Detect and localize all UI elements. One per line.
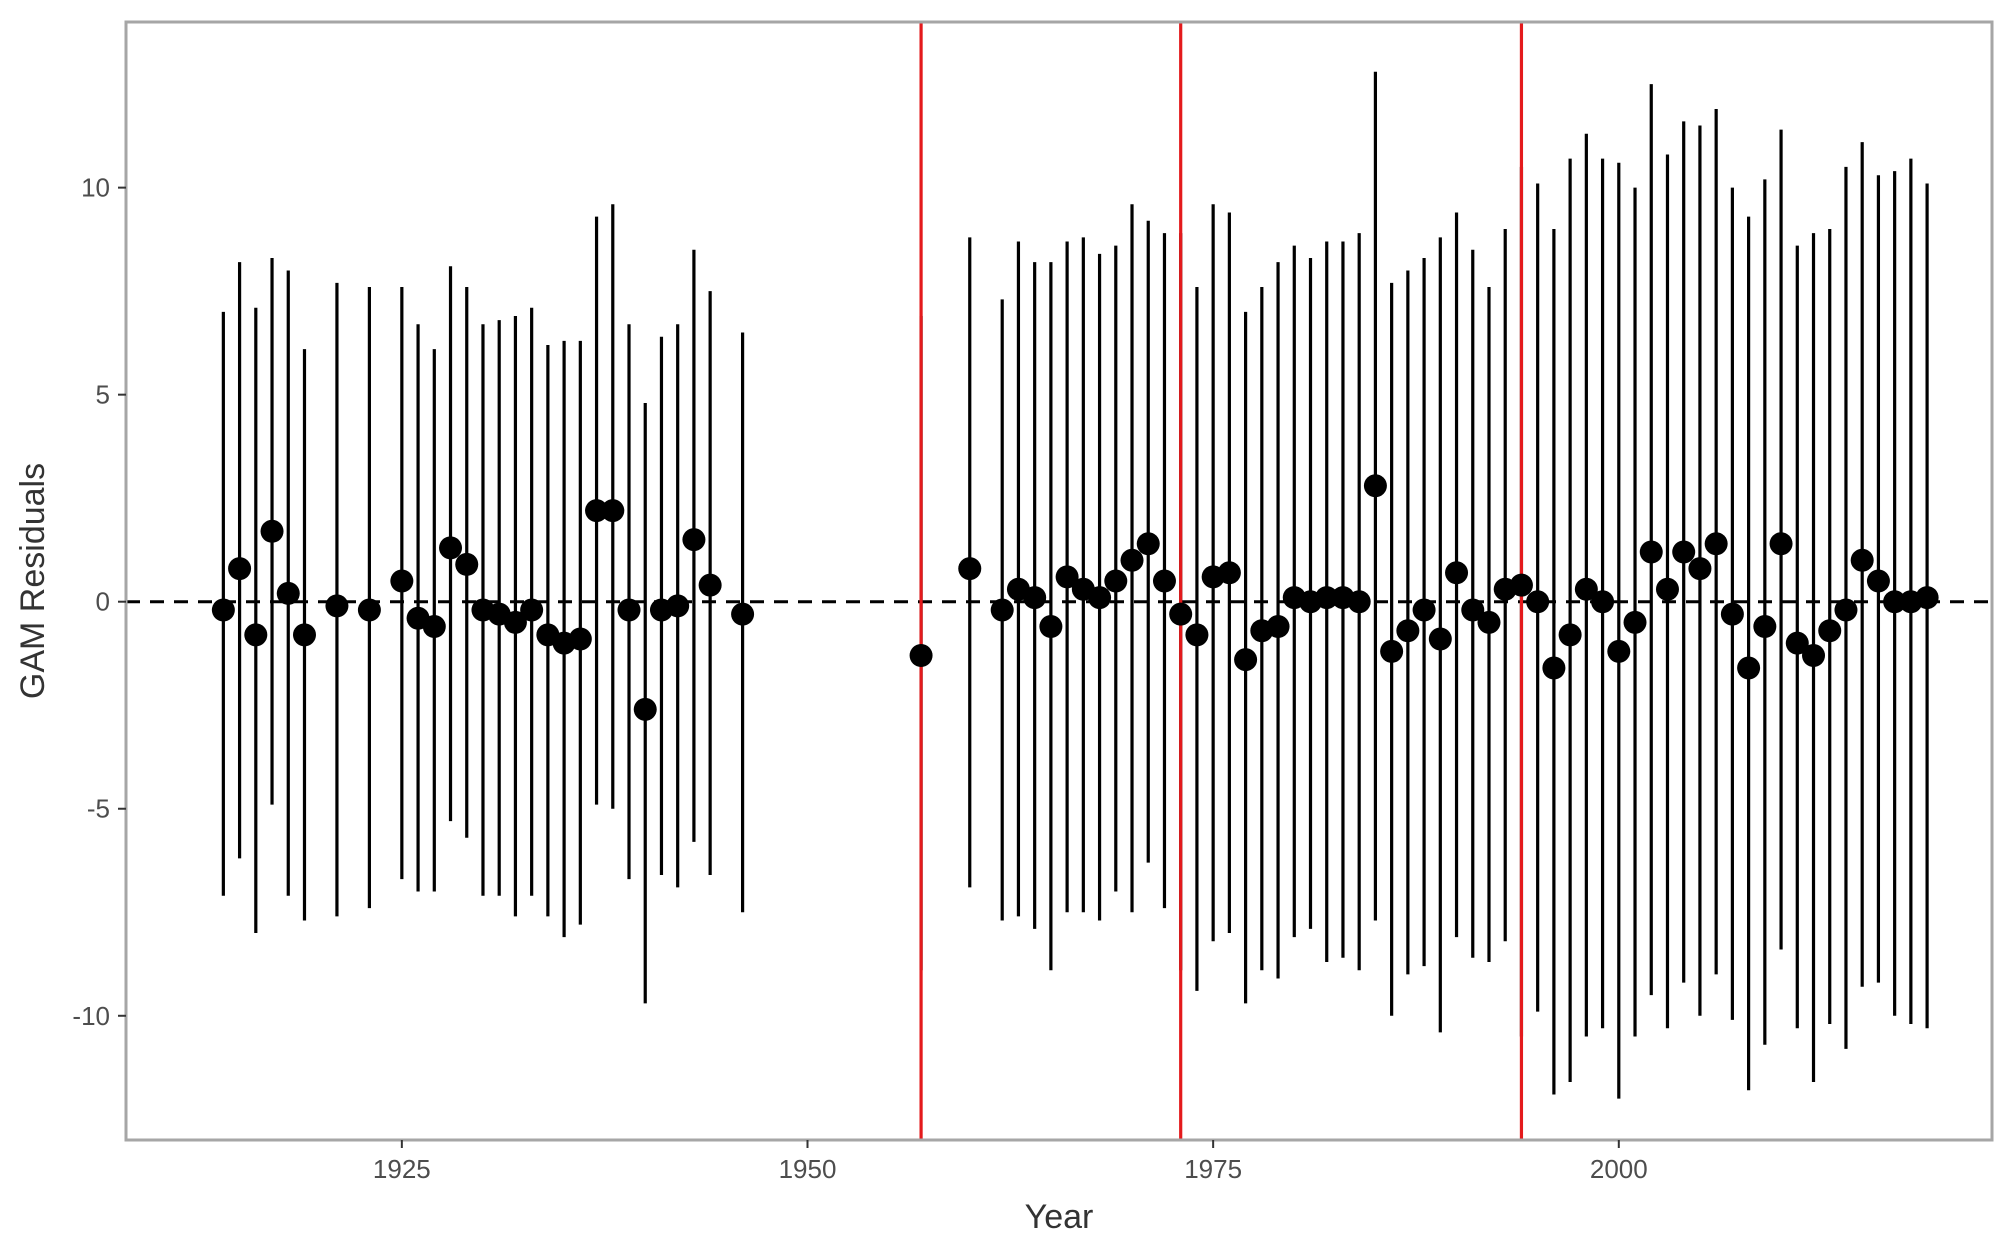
y-tick-label: -10 — [72, 1001, 110, 1031]
data-point — [1104, 569, 1128, 593]
data-point — [455, 552, 479, 576]
data-point — [390, 569, 414, 593]
data-point — [1266, 615, 1290, 639]
data-point — [503, 610, 527, 634]
data-point — [990, 598, 1014, 622]
plot-panel-border — [124, 20, 1994, 1142]
data-point — [422, 615, 446, 639]
data-point — [1169, 602, 1193, 626]
data-point — [1591, 590, 1615, 614]
x-tick-label: 1975 — [1184, 1154, 1242, 1184]
data-point — [1039, 615, 1063, 639]
data-point — [666, 594, 690, 618]
data-point — [1558, 623, 1582, 647]
y-axis-title: GAM Residuals — [14, 463, 52, 699]
data-point — [1526, 590, 1550, 614]
data-point — [1380, 639, 1404, 663]
data-point — [1672, 540, 1696, 564]
data-point — [1802, 644, 1826, 668]
data-point — [1023, 586, 1047, 610]
data-point — [1883, 590, 1907, 614]
y-tick-label: 0 — [96, 587, 110, 617]
data-point — [520, 598, 544, 622]
x-axis-ticks: 1925 1950 1975 2000 — [373, 1140, 1648, 1184]
data-point — [1445, 561, 1469, 585]
data-point — [1574, 577, 1598, 601]
y-tick-label: 5 — [96, 380, 110, 410]
data-point — [228, 557, 252, 581]
data-point — [617, 598, 641, 622]
data-point — [1234, 648, 1258, 672]
data-point — [601, 499, 625, 523]
data-point — [1120, 548, 1144, 572]
data-point — [1834, 598, 1858, 622]
data-point — [1152, 569, 1176, 593]
data-point — [1769, 532, 1793, 556]
data-point — [1347, 590, 1371, 614]
data-point — [439, 536, 463, 560]
data-point — [1363, 474, 1387, 498]
data-point — [1088, 586, 1112, 610]
data-point — [1866, 569, 1890, 593]
data-point — [1461, 598, 1485, 622]
data-point — [325, 594, 349, 618]
x-axis-title: Year — [1025, 1198, 1094, 1236]
data-point — [909, 644, 933, 668]
data-point — [260, 519, 284, 543]
data-point — [1915, 586, 1939, 610]
data-point — [244, 623, 268, 647]
data-point — [568, 627, 592, 651]
data-point — [1136, 532, 1160, 556]
data-point — [1623, 610, 1647, 634]
data-point — [1185, 623, 1209, 647]
x-tick-label: 1925 — [373, 1154, 431, 1184]
data-point — [1850, 548, 1874, 572]
data-point — [292, 623, 316, 647]
data-point — [1720, 602, 1744, 626]
data-point — [682, 528, 706, 552]
data-point — [1785, 631, 1809, 655]
data-point — [1542, 656, 1566, 680]
data-point — [1753, 615, 1777, 639]
data-point — [211, 598, 235, 622]
data-point — [585, 499, 609, 523]
data-point — [698, 573, 722, 597]
data-point — [1704, 532, 1728, 556]
data-point — [633, 697, 657, 721]
x-tick-label: 1950 — [779, 1154, 837, 1184]
marks-layer — [126, 22, 1992, 1140]
data-point — [1639, 540, 1663, 564]
data-point — [1315, 586, 1339, 610]
data-point — [1396, 619, 1420, 643]
y-tick-label: -5 — [87, 794, 110, 824]
data-point — [1607, 639, 1631, 663]
data-point — [1217, 561, 1241, 585]
data-point — [731, 602, 755, 626]
data-point — [1688, 557, 1712, 581]
y-tick-label: 10 — [81, 173, 110, 203]
data-point — [1818, 619, 1842, 643]
data-point — [1509, 573, 1533, 597]
data-point — [958, 557, 982, 581]
data-point — [1428, 627, 1452, 651]
data-point — [1055, 565, 1079, 589]
x-tick-label: 2000 — [1590, 1154, 1648, 1184]
data-point — [1412, 598, 1436, 622]
data-point — [1655, 577, 1679, 601]
y-axis-ticks: -10 -5 0 5 10 — [72, 173, 126, 1031]
data-point — [276, 581, 300, 605]
data-point — [357, 598, 381, 622]
data-point — [1737, 656, 1761, 680]
data-point — [1477, 610, 1501, 634]
